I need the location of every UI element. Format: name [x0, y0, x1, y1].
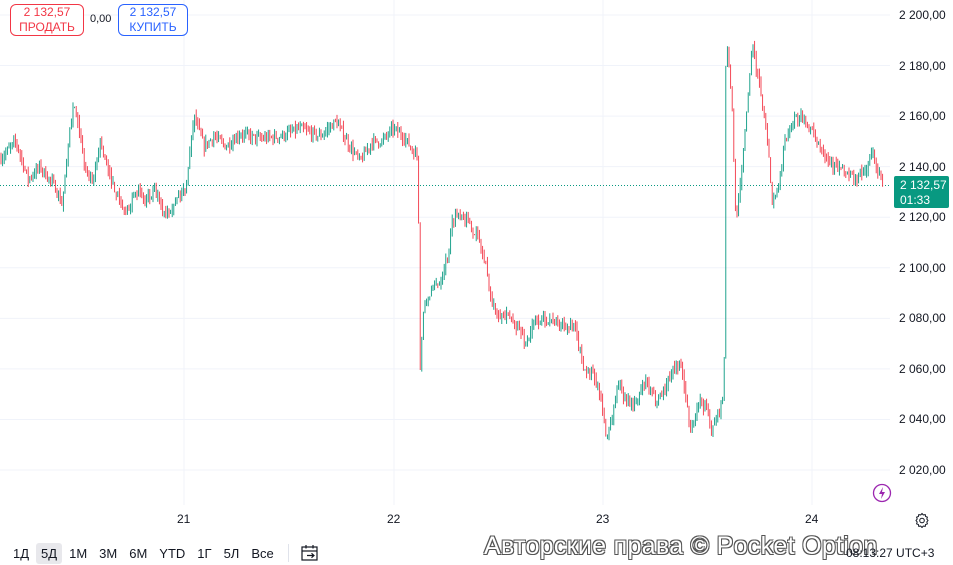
period-button[interactable]: 6М [129, 545, 148, 561]
price-tick-label: 2 080,00 [899, 311, 946, 326]
sell-button[interactable]: 2 132,57 ПРОДАТЬ [10, 4, 84, 36]
price-tick-label: 2 200,00 [899, 8, 946, 22]
period-button[interactable]: 1Г [197, 545, 212, 561]
price-tick-label: 2 040,00 [899, 412, 946, 427]
calendar-goto-icon[interactable] [298, 543, 322, 563]
price-tick-label: 2 020,00 [899, 463, 946, 477]
candle-countdown: 01:33 [900, 193, 931, 207]
time-tick-label: 24 [805, 512, 819, 526]
period-button[interactable]: 1Д [13, 545, 30, 561]
clock-timezone[interactable]: 08:13:27 UTC+3 [846, 546, 935, 560]
candles-group [0, 40, 884, 441]
current-price-tag: 2 132,57 01:33 [894, 176, 949, 208]
period-button[interactable]: 5Д [36, 542, 63, 564]
current-price-value: 2 132,57 [900, 178, 947, 192]
time-tick-label: 22 [387, 512, 401, 526]
buy-button[interactable]: 2 132,57 КУПИТЬ [118, 4, 188, 36]
copyright-watermark: Авторские права © Pocket Option [484, 532, 878, 560]
sell-price: 2 132,57 [23, 5, 71, 19]
price-tick-label: 2 060,00 [899, 361, 946, 376]
period-button[interactable]: YTD [159, 545, 186, 561]
flash-icon[interactable] [872, 483, 892, 503]
gear-icon[interactable] [914, 512, 930, 528]
period-button[interactable]: Все [251, 545, 274, 561]
price-tick-label: 2 120,00 [899, 210, 946, 225]
sell-label: ПРОДАТЬ [19, 20, 75, 34]
price-tick-label: 2 100,00 [899, 260, 946, 275]
price-tick-label: 2 140,00 [899, 159, 946, 174]
period-button[interactable]: 3М [99, 545, 118, 561]
price-tick-label: 2 160,00 [899, 109, 946, 124]
toolbar-divider [288, 544, 289, 562]
time-tick-label: 21 [177, 512, 191, 526]
period-button[interactable]: 1М [69, 545, 88, 561]
chart-grid [0, 0, 890, 505]
buy-label: КУПИТЬ [129, 20, 177, 34]
spread-value: 0,00 [90, 13, 112, 25]
price-chart[interactable] [0, 0, 953, 540]
period-selector: 1Д 5Д 1М 3М 6М YTD 1Г 5Л Все [8, 541, 279, 565]
period-button[interactable]: 5Л [223, 545, 240, 561]
buy-price: 2 132,57 [129, 5, 177, 19]
price-tick-label: 2 180,00 [899, 58, 946, 73]
time-tick-label: 23 [596, 512, 610, 526]
